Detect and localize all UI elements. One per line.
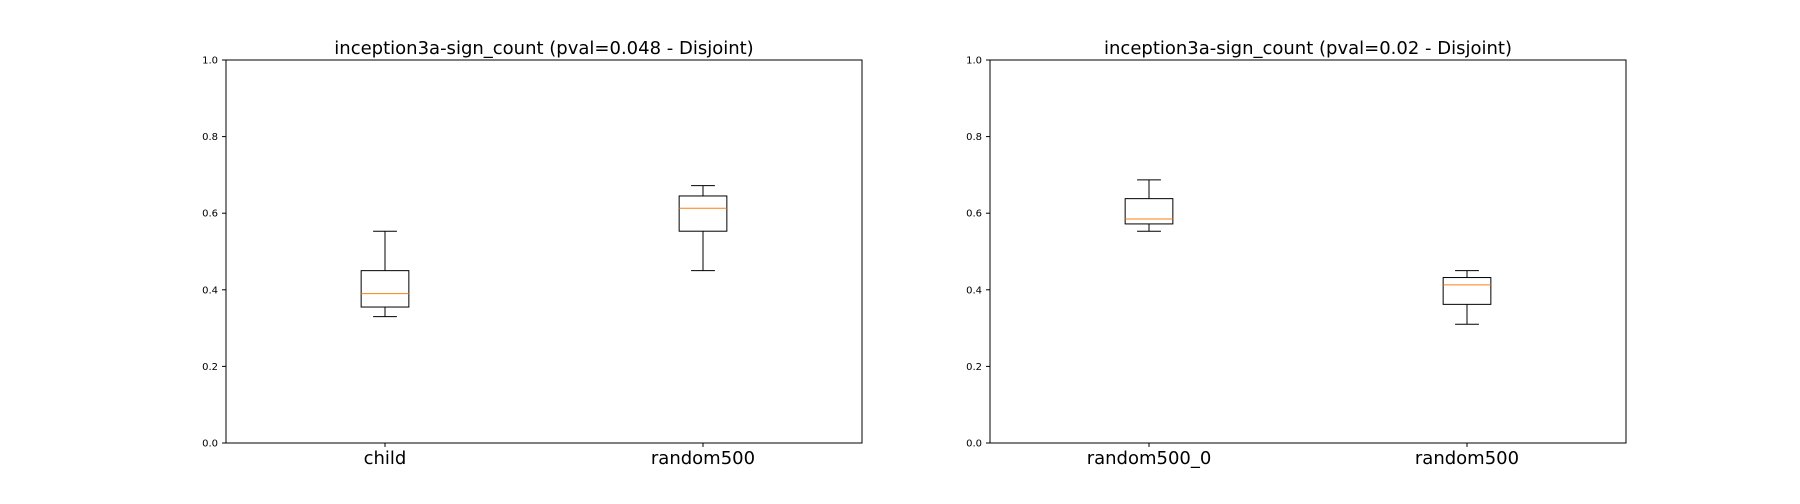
y-tick-label: 0.6 [202,209,218,220]
plot-frame [989,59,1627,444]
box-plot [360,230,410,318]
box-iqr [360,270,410,308]
y-tick-label: 0.0 [202,439,218,450]
box-iqr [678,195,728,232]
chart-title: inception3a-sign_count (pval=0.048 - Dis… [334,38,753,59]
chart-title: inception3a-sign_count (pval=0.02 - Disj… [1104,38,1512,59]
y-tick-label: 0.4 [202,285,218,296]
y-tick-label: 1.0 [966,56,982,67]
box-iqr [1124,198,1174,225]
y-tick-label: 1.0 [202,56,218,67]
box-plot [1124,179,1174,232]
x-tick-label: child [364,448,407,469]
x-tick-label: random500_0 [1087,448,1212,469]
y-tick-label: 0.8 [966,132,982,143]
plot-frame [225,59,863,444]
box-plot [1442,270,1492,325]
y-tick-label: 0.2 [202,362,218,373]
chart-left: inception3a-sign_count (pval=0.048 - Dis… [202,38,863,469]
y-tick-label: 0.4 [966,285,982,296]
box-plot [678,185,728,272]
y-tick-label: 0.2 [966,362,982,373]
x-tick-label: random500 [1415,448,1519,469]
chart-right: inception3a-sign_count (pval=0.02 - Disj… [966,38,1627,469]
y-tick-label: 0.8 [202,132,218,143]
y-tick-label: 0.0 [966,439,982,450]
x-tick-label: random500 [651,448,755,469]
y-tick-label: 0.6 [966,209,982,220]
box-iqr [1442,277,1492,305]
